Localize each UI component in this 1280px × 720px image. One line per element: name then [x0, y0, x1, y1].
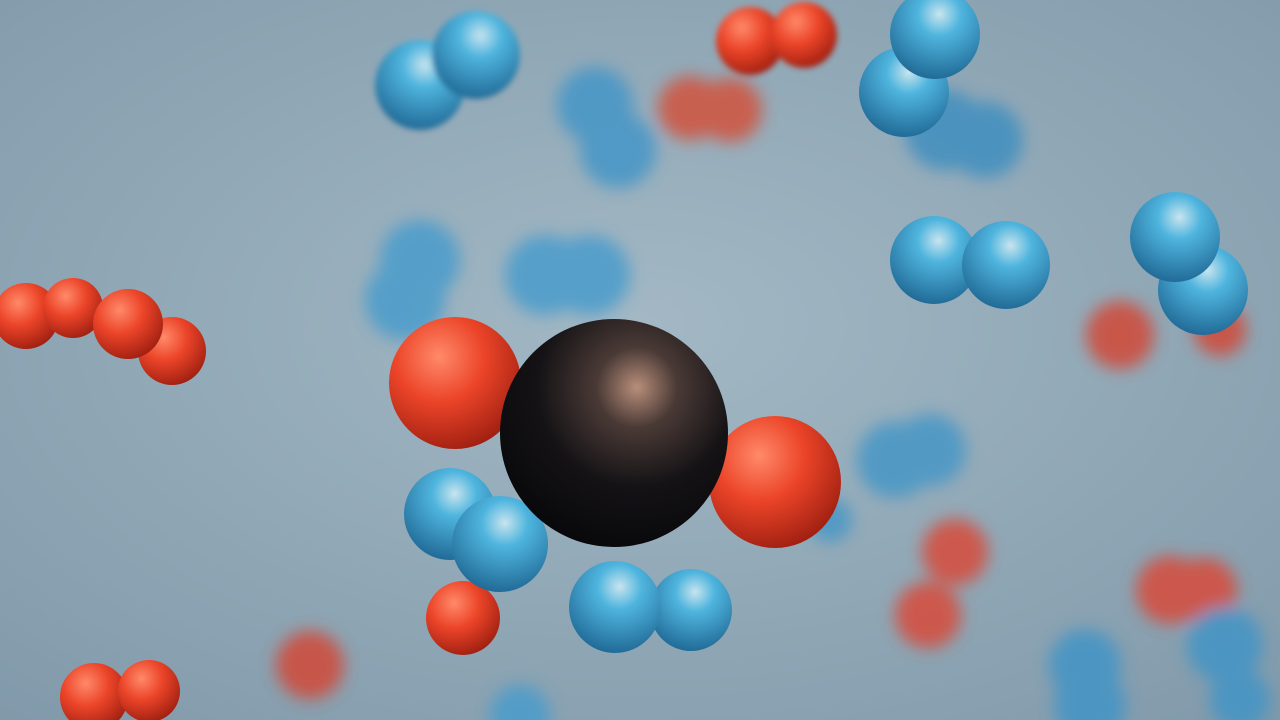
oxygen-atom-left	[389, 317, 521, 449]
hydrogen-pair-far-right	[1130, 192, 1248, 335]
oxygen-chain-left	[0, 278, 206, 385]
oxygen-atom-right	[709, 416, 841, 548]
carbon-atom	[500, 319, 728, 547]
hydrogen-pair-top-right	[859, 0, 980, 137]
hydrogen-pair-lower-left	[404, 468, 548, 592]
hydrogen-pair-top-left	[375, 11, 520, 130]
oxygen-pair-top	[716, 2, 837, 75]
hydrogen-pair-right	[890, 216, 1050, 309]
carbon-dioxide-molecule	[389, 317, 841, 548]
oxygen-atom-bottom	[426, 581, 500, 655]
blurred-molecules-far	[276, 67, 1270, 720]
oxygen-pair-bottom-left	[60, 660, 180, 720]
hydrogen-pair-bottom	[569, 561, 732, 653]
